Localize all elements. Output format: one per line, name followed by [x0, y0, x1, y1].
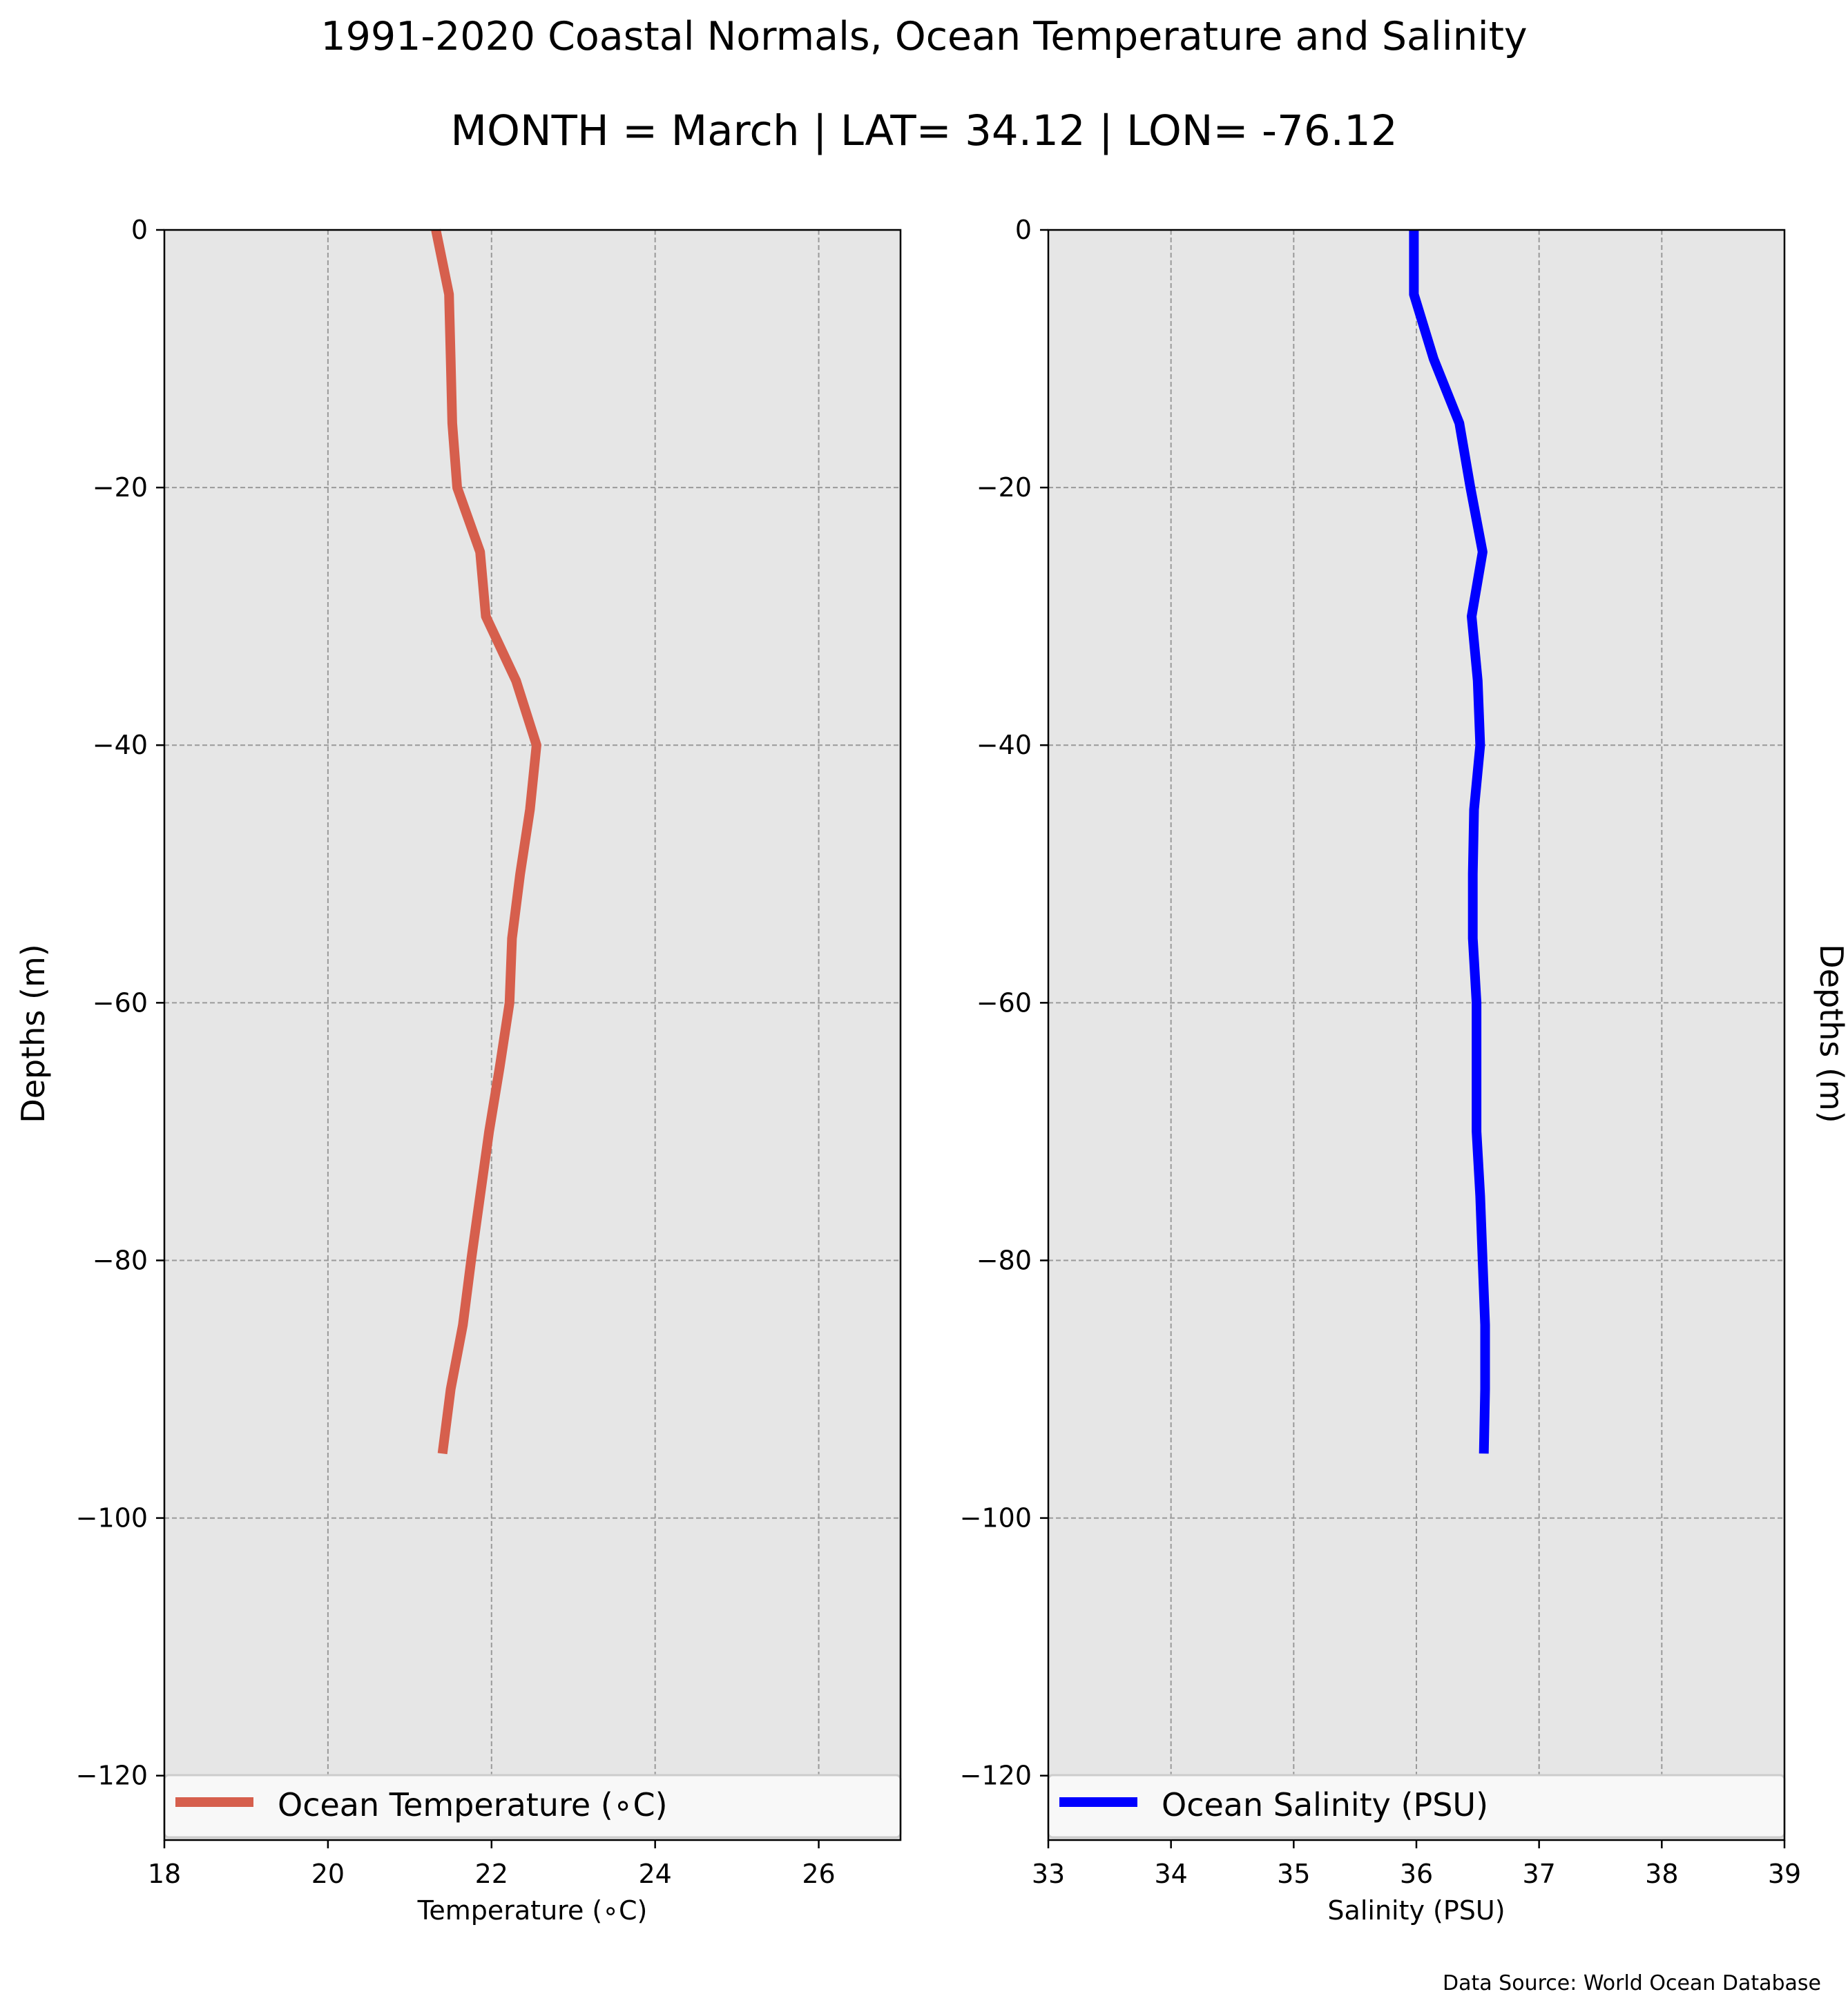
salinity-x-tick-label: 37 — [1522, 1859, 1555, 1889]
temperature-x-tick-label: 24 — [638, 1859, 671, 1889]
salinity-x-tick-label: 35 — [1277, 1859, 1310, 1889]
salinity-y-tick-label: 0 — [1015, 215, 1032, 245]
salinity-y-tick-label: −40 — [976, 730, 1032, 760]
temperature-y-tick-label: 0 — [131, 215, 148, 245]
salinity-x-tick-label: 38 — [1645, 1859, 1678, 1889]
salinity-x-tick-label: 33 — [1032, 1859, 1065, 1889]
salinity-grid — [1048, 230, 1784, 1840]
temperature-y-tick-label: −60 — [93, 987, 148, 1018]
temperature-y-axis-label: Depths (m) — [15, 944, 52, 1123]
temperature-x-tick-label: 18 — [148, 1859, 181, 1889]
temperature-y-tick-label: −120 — [76, 1761, 148, 1791]
salinity-x-tick-label: 34 — [1154, 1859, 1187, 1889]
temperature-profile-line — [431, 229, 541, 1455]
salinity-y-tick-label: −120 — [960, 1761, 1032, 1791]
temperature-y-tick-label: −80 — [93, 1245, 148, 1275]
temperature-x-tick-label: 26 — [802, 1859, 835, 1889]
temperature-panel: Ocean Temperature (∘C) 18 20 22 24 26 0 −20 −40… — [15, 215, 902, 1926]
temperature-plot-area — [164, 230, 901, 1840]
salinity-y-tick-label: −20 — [976, 472, 1032, 503]
temperature-plot-frame — [163, 229, 902, 1841]
temperature-x-axis-label: Temperature (∘C) — [417, 1895, 648, 1926]
salinity-panel: Ocean Salinity (PSU) 33 34 35 36 37 38 39 0 −20 −… — [960, 215, 1848, 1926]
temperature-y-tick-label: −20 — [93, 472, 148, 503]
salinity-x-tick-label: 39 — [1768, 1859, 1801, 1889]
figure-subtitle: MONTH = March | LAT= 34.12 | LON= -76.12 — [450, 106, 1397, 155]
salinity-legend: Ocean Salinity (PSU) — [1047, 1774, 1786, 1839]
temperature-ticks: 18 20 22 24 26 0 −20 −40 −60 −80 −100 −120 — [76, 215, 836, 1889]
temperature-x-tick-label: 22 — [475, 1859, 508, 1889]
salinity-x-tick-label: 36 — [1400, 1859, 1433, 1889]
salinity-x-axis-label: Salinity (PSU) — [1327, 1895, 1505, 1926]
temperature-y-tick-label: −40 — [93, 730, 148, 760]
temperature-legend: Ocean Temperature (∘C) — [163, 1774, 902, 1839]
salinity-legend-label: Ocean Salinity (PSU) — [1162, 1786, 1488, 1823]
salinity-profile-line — [1409, 230, 1490, 1454]
data-source-note: Data Source: World Ocean Database — [1443, 1971, 1821, 1995]
salinity-y-tick-label: −60 — [976, 987, 1032, 1018]
salinity-ticks: 33 34 35 36 37 38 39 0 −20 −40 −60 −80 −100 −120 — [960, 215, 1802, 1889]
salinity-y-tick-label: −100 — [960, 1503, 1032, 1533]
temperature-legend-label: Ocean Temperature (∘C) — [278, 1786, 668, 1823]
salinity-y-tick-label: −80 — [976, 1245, 1032, 1275]
figure-title: 1991-2020 Coastal Normals, Ocean Tempera… — [320, 14, 1527, 59]
salinity-y-axis-label: Depths (m) — [1813, 944, 1848, 1123]
temperature-x-tick-label: 20 — [311, 1859, 345, 1889]
temperature-y-tick-label: −100 — [76, 1503, 148, 1533]
